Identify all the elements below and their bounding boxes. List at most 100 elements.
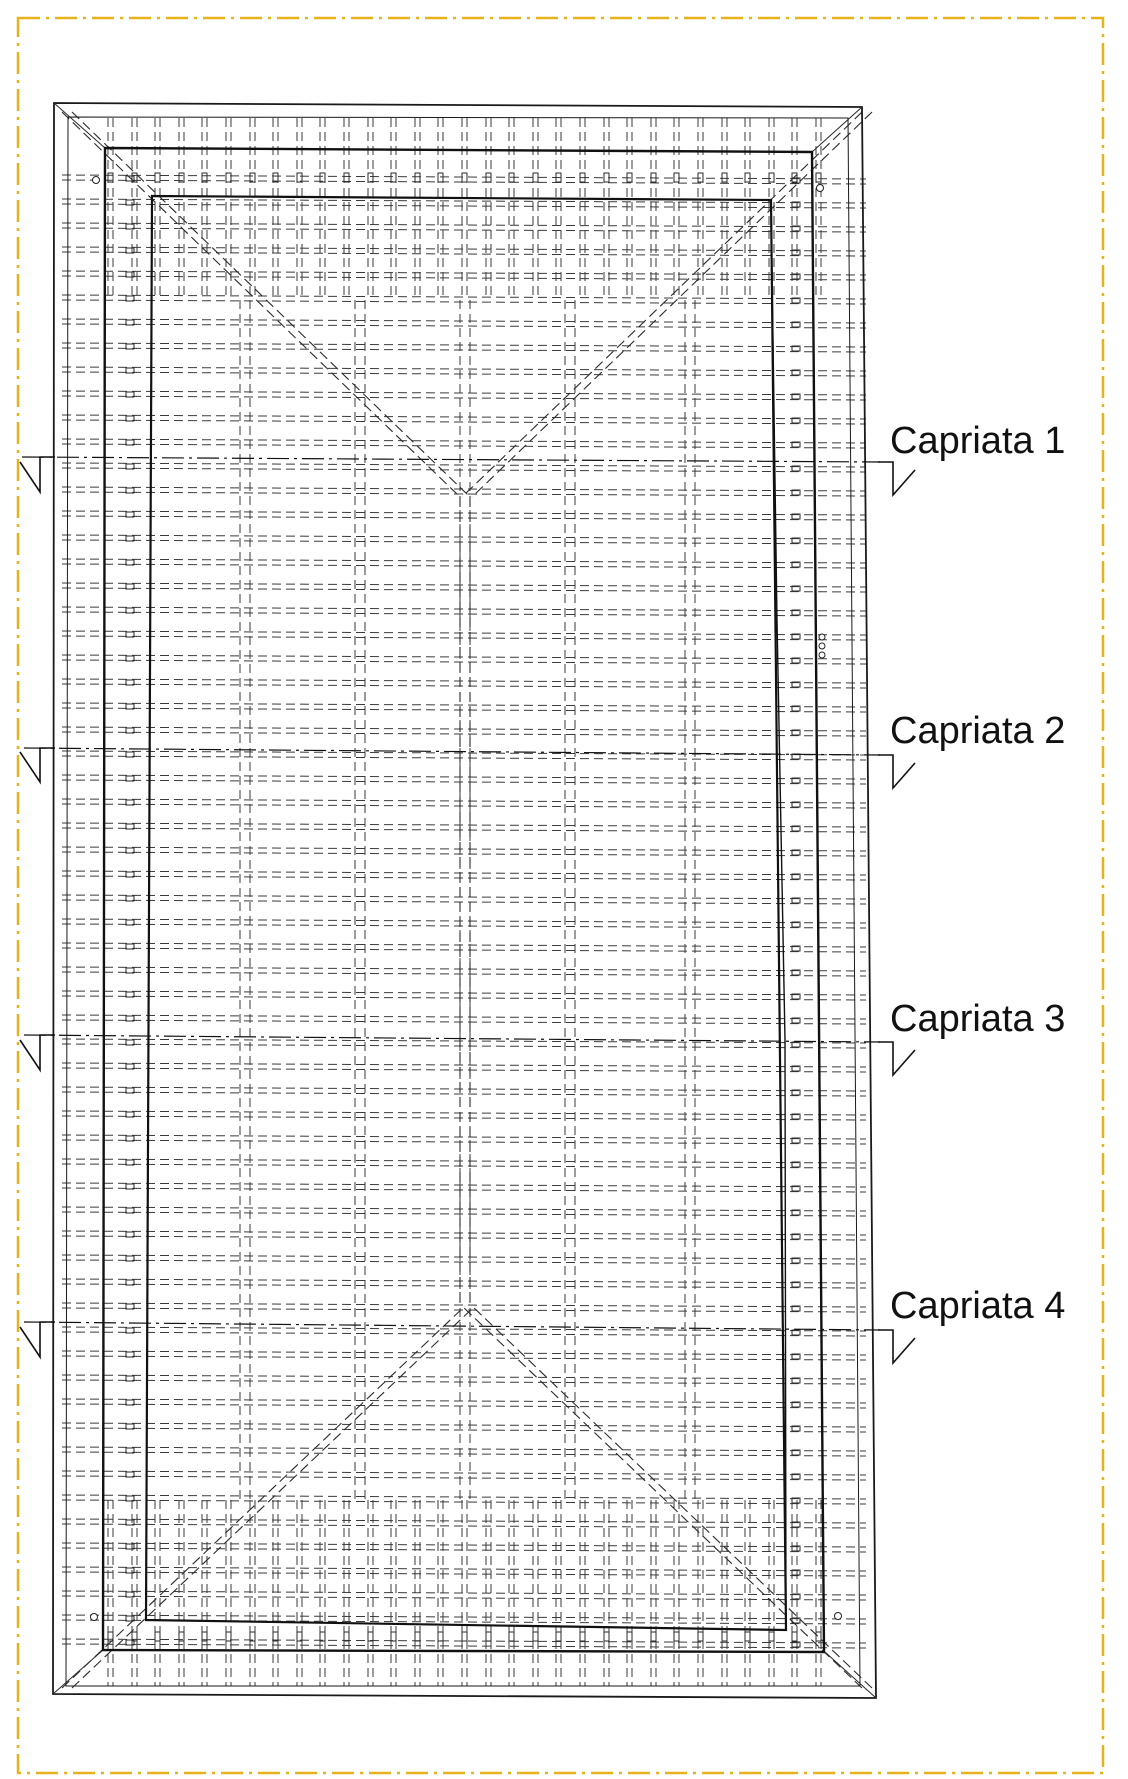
purlin-line bbox=[61, 1211, 867, 1217]
purlin-end-mark bbox=[791, 1305, 801, 1312]
purlin-end-mark bbox=[125, 367, 135, 374]
purlin-end-mark bbox=[791, 225, 801, 232]
purlin-end-mark bbox=[125, 559, 135, 566]
purlin-line bbox=[61, 1518, 867, 1524]
purlin-line bbox=[61, 942, 867, 948]
rafter-end-mark bbox=[532, 172, 539, 183]
purlin-line bbox=[61, 851, 867, 857]
purlin-line bbox=[61, 1451, 867, 1457]
rafter-end-mark bbox=[744, 172, 751, 183]
purlin-line bbox=[61, 1086, 867, 1092]
rafter-end-mark bbox=[768, 1631, 775, 1642]
purlin-end-mark bbox=[791, 393, 801, 400]
purlin-line bbox=[61, 1379, 867, 1385]
rafter-end-mark bbox=[508, 172, 515, 183]
rafter-end-mark bbox=[225, 1631, 232, 1642]
purlin-line bbox=[61, 803, 867, 809]
purlin-end-mark bbox=[791, 1569, 801, 1576]
purlin-line bbox=[61, 1302, 867, 1308]
purlin-end-mark bbox=[791, 417, 801, 424]
purlin-line bbox=[61, 1350, 867, 1356]
purlin-end-mark bbox=[791, 1113, 801, 1120]
wall-edge-right bbox=[770, 199, 787, 1631]
purlin-end-mark bbox=[125, 1471, 135, 1478]
section-label-capriata-2: Capriata 2 bbox=[890, 710, 1065, 752]
rafter-end-mark bbox=[201, 172, 208, 183]
rafter-end-mark bbox=[461, 1631, 468, 1642]
purlin-line bbox=[61, 1494, 867, 1500]
rafter-end-mark bbox=[815, 172, 822, 183]
purlin-end-mark bbox=[791, 1497, 801, 1504]
purlin-end-mark bbox=[125, 295, 135, 302]
purlin-end-mark bbox=[125, 1567, 135, 1574]
purlin-line bbox=[61, 414, 867, 420]
purlin-line bbox=[61, 846, 867, 852]
rafter-end-mark bbox=[390, 1631, 397, 1642]
purlin-line bbox=[61, 755, 867, 761]
purlin-line bbox=[61, 1547, 867, 1553]
purlin-line bbox=[61, 491, 867, 497]
purlin-line bbox=[61, 654, 867, 660]
section-marks bbox=[19, 456, 916, 1366]
purlin-end-mark bbox=[791, 849, 801, 856]
purlin-line bbox=[61, 539, 867, 545]
rafter-end-mark bbox=[603, 1631, 610, 1642]
rafter-end-mark bbox=[343, 172, 350, 183]
rafter-end-mark bbox=[154, 172, 161, 183]
purlin-line bbox=[61, 222, 867, 228]
purlin-line bbox=[61, 1235, 867, 1241]
purlin-line bbox=[61, 558, 867, 564]
purlin-end-mark bbox=[791, 1545, 801, 1552]
purlin-end-mark bbox=[125, 535, 135, 542]
purlin-end-mark bbox=[791, 681, 801, 688]
rafter-end-mark bbox=[390, 172, 397, 183]
purlin-line bbox=[61, 1115, 867, 1121]
purlin-end-mark bbox=[791, 1209, 801, 1216]
purlin-line bbox=[61, 606, 867, 612]
purlin-line bbox=[61, 1067, 867, 1073]
section-label-capriata-3: Capriata 3 bbox=[890, 998, 1065, 1040]
purlin-line bbox=[61, 779, 867, 785]
purlin-line bbox=[61, 246, 867, 252]
purlin-end-mark bbox=[791, 465, 801, 472]
purlin-end-mark bbox=[791, 633, 801, 640]
purlin-end-mark bbox=[791, 993, 801, 1000]
rafter-end-mark bbox=[768, 172, 775, 183]
eaves-line bbox=[101, 146, 826, 1654]
purlin-line bbox=[61, 587, 867, 593]
purlin-end-mark bbox=[125, 439, 135, 446]
purlin-line bbox=[61, 1374, 867, 1380]
purlin-line bbox=[61, 203, 867, 209]
purlin-line bbox=[61, 947, 867, 953]
purlin-line bbox=[61, 1206, 867, 1212]
purlin-line bbox=[61, 294, 867, 300]
purlin-end-mark bbox=[125, 199, 135, 206]
purlin-line bbox=[61, 1475, 867, 1481]
purlin-line bbox=[61, 731, 867, 737]
purlin-line bbox=[61, 798, 867, 804]
purlin-line bbox=[61, 635, 867, 641]
purlin-line bbox=[61, 707, 867, 713]
purlin-end-mark bbox=[791, 177, 801, 184]
section-label-capriata-4: Capriata 4 bbox=[890, 1285, 1065, 1327]
purlin-end-mark bbox=[125, 391, 135, 398]
purlin-line bbox=[61, 1331, 867, 1337]
purlin-end-mark bbox=[125, 1327, 135, 1334]
rafter-end-mark bbox=[650, 172, 657, 183]
rafter-end-mark bbox=[791, 1631, 798, 1642]
purlin-line bbox=[61, 1643, 867, 1649]
purlin-end-mark bbox=[125, 1495, 135, 1502]
purlin-end-mark bbox=[125, 343, 135, 350]
purlin-lines bbox=[61, 174, 867, 1649]
purlin-end-mark bbox=[791, 513, 801, 520]
purlin-line bbox=[61, 347, 867, 353]
purlin-end-mark bbox=[125, 1183, 135, 1190]
purlin-line bbox=[61, 827, 867, 833]
purlin-end-mark bbox=[791, 1281, 801, 1288]
purlin-line bbox=[61, 438, 867, 444]
purlin-end-mark bbox=[791, 1233, 801, 1240]
purlin-line bbox=[61, 563, 867, 569]
purlin-end-mark bbox=[125, 847, 135, 854]
section-cut-lines bbox=[21, 456, 881, 1331]
purlin-end-mark bbox=[125, 991, 135, 998]
